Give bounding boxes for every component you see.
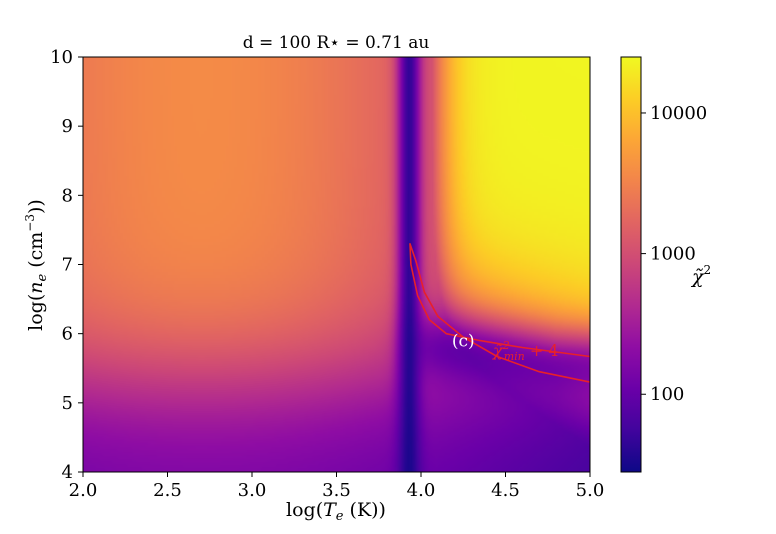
colorbar-tick-label: 10000 — [650, 103, 707, 124]
y-tick-label: 5 — [62, 393, 73, 414]
y-tick-label: 6 — [62, 324, 73, 345]
x-axis-label: log(Te (K)) — [286, 499, 386, 524]
x-tick-label: 2.5 — [153, 480, 182, 501]
y-tick-label: 7 — [62, 255, 73, 276]
heatmap-image — [83, 57, 590, 472]
x-tick-label: 4.5 — [491, 480, 520, 501]
x-tick-label: 2.0 — [69, 480, 98, 501]
x-tick-label: 3.0 — [238, 480, 267, 501]
y-axis-ticks: 4 5 6 7 8 9 10 — [50, 47, 83, 483]
colorbar-ticks: 100 1000 10000 — [641, 103, 707, 405]
x-tick-label: 3.5 — [322, 480, 351, 501]
contour-label: χ̃2 min + 4 — [492, 339, 559, 363]
y-tick-label: 4 — [62, 462, 73, 483]
y-axis-label: log(ne (cm−3)) — [23, 199, 50, 331]
x-tick-label: 5.0 — [576, 480, 605, 501]
colorbar-label: χ̃2 — [690, 263, 711, 288]
colorbar-tick-label: 100 — [650, 384, 684, 405]
y-tick-label: 9 — [62, 116, 73, 137]
contour-layer: χ̃2 min + 4 (c) — [409, 243, 590, 383]
panel-annotation: (c) — [452, 332, 475, 352]
x-tick-label: 4.0 — [407, 480, 436, 501]
x-axis-ticks: 2.0 2.5 3.0 3.5 4.0 4.5 5.0 — [69, 472, 605, 501]
contour-line — [409, 243, 590, 383]
colorbar — [620, 56, 642, 473]
chart-title: d = 100 R⋆ = 0.71 au — [243, 33, 430, 53]
y-tick-label: 10 — [50, 47, 73, 68]
colorbar-tick-label: 1000 — [650, 244, 696, 265]
y-tick-label: 8 — [62, 185, 73, 206]
